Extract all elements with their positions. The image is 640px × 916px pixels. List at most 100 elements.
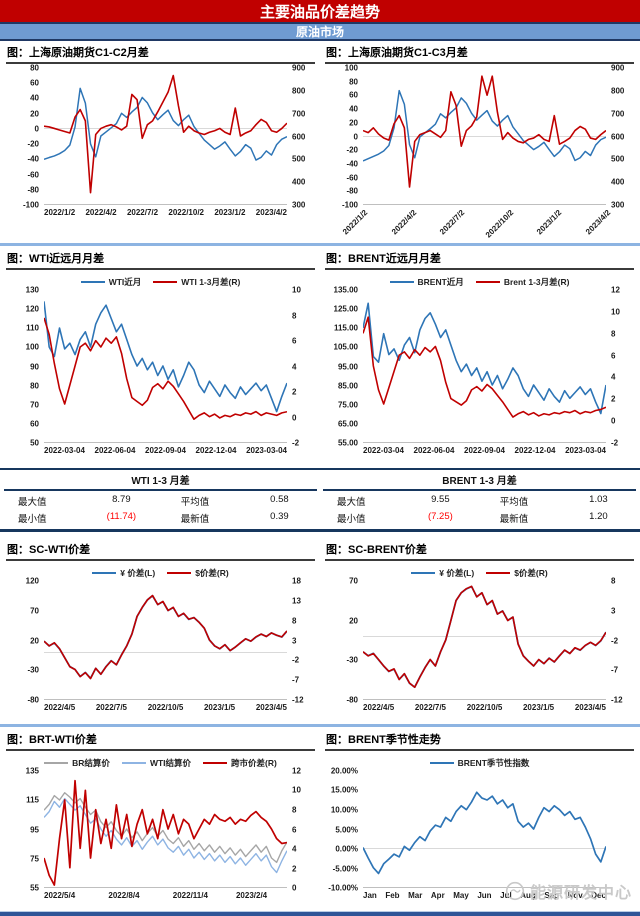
axis-tick-label: 70 — [30, 606, 39, 616]
axis-tick-label: 55.00 — [337, 438, 358, 448]
x-tick-label: 2022/8/4 — [108, 891, 140, 900]
axis-tick-label: 6 — [292, 336, 297, 346]
axis-tick-label: 135 — [25, 766, 39, 776]
chart-plot — [363, 290, 606, 442]
axis-tick-label: 300 — [292, 200, 306, 210]
legend-item: $价差(R) — [486, 567, 548, 579]
chart-body: 100 80 60 40 20 0 -20 -40 -60 -80 -100 900 800 700 600… — [325, 64, 634, 210]
axis-tick-label: 70 — [30, 400, 39, 410]
chart-plot — [44, 581, 287, 699]
stats-table-title: BRENT 1-3 月差 — [323, 470, 636, 491]
chart-panel-brent-seasonal: 图：BRENT季节性走势 BRENT季节性指数 20.00% 15.00% 10.00… — [323, 728, 636, 911]
legend-line-icon — [475, 280, 500, 283]
axis-tick-label: 75.00 — [337, 400, 358, 410]
right-axis: 8 3 -2 -7 -12 — [606, 577, 634, 705]
axis-tick-label: -30 — [346, 655, 358, 665]
x-axis: 2022-03-04 2022-06-04 2022-09-04 2022-12-04… — [363, 443, 606, 462]
stat-max-label: 最大值 — [337, 497, 366, 508]
plot-area — [363, 581, 606, 700]
zero-gridline — [363, 636, 606, 638]
legend-line-icon — [80, 280, 105, 283]
series-blue-line — [44, 88, 287, 160]
right-axis: 12 10 8 6 4 2 0 — [287, 767, 315, 893]
plot-area — [363, 290, 606, 443]
chart-title: 图：SC-BRENT价差 — [325, 540, 634, 561]
stat-min-value: (11.74) — [106, 511, 137, 522]
series-red-line — [363, 76, 606, 187]
stats-table-title: WTI 1-3 月差 — [4, 470, 317, 491]
axis-tick-label: 55 — [30, 883, 39, 893]
x-tick-label: 2023/1/2 — [214, 208, 246, 217]
chart-title-text: 图：BRT-WTI价差 — [7, 734, 97, 746]
axis-tick-label: 70 — [349, 576, 358, 586]
axis-tick-label: 13 — [292, 596, 301, 606]
x-tick-label: 2022/10/5 — [466, 703, 503, 712]
axis-tick-label: -10.00% — [328, 883, 358, 893]
legend-line-icon — [411, 571, 436, 574]
zero-gridline — [363, 136, 606, 137]
axis-tick-label: -2 — [292, 438, 300, 448]
legend-item: 跨市价差(R) — [203, 757, 277, 769]
axis-tick-label: -12 — [292, 695, 304, 705]
axis-tick-label: -80 — [27, 185, 39, 195]
x-tick-label: 2022/7/2 — [438, 208, 467, 237]
axis-tick-label: 300 — [611, 200, 625, 210]
stat-latest-label: 最新值 — [499, 514, 529, 525]
right-axis: 18 13 8 3 -2 -7 -12 — [287, 577, 315, 705]
stats-table-wti: WTI 1-3 月差 最大值 8.79 平均值 0.58 最小值 (11.74)… — [4, 470, 317, 529]
stat-avg-label: 平均值 — [499, 497, 529, 508]
chart-row-3: 图：SC-WTI价差 ¥ 价差(L) $价差(R) 120 70 20 -30 -80 18 1… — [0, 538, 640, 723]
axis-tick-label: 40 — [30, 93, 39, 103]
axis-tick-label: -60 — [346, 173, 358, 183]
axis-tick-label: 60 — [30, 78, 39, 88]
section-separator — [0, 243, 640, 246]
legend-line-icon — [44, 761, 69, 764]
axis-tick-label: 6 — [611, 351, 616, 361]
x-tick-label: May — [453, 891, 469, 900]
axis-tick-label: 10 — [292, 785, 301, 795]
chart-canvas: 80 60 40 20 0 -20 -40 -60 -80 -100 900 800 700 600 500… — [6, 64, 315, 224]
stat-min-label: 最小值 — [18, 514, 47, 525]
axis-tick-label: 125.00 — [333, 304, 358, 314]
chart-body: 120 70 20 -30 -80 18 13 8 3 -2 -7 -12 — [6, 577, 315, 705]
right-axis: 10 8 6 4 2 0 -2 — [287, 286, 315, 448]
legend-line-icon — [167, 571, 192, 574]
legend-label: WTI结算价 — [149, 757, 192, 768]
axis-tick-label: 50 — [30, 438, 39, 448]
left-axis: 120 70 20 -30 -80 — [6, 577, 44, 705]
x-axis: 2022/4/5 2022/7/5 2022/10/5 2023/1/5 2023/4/… — [44, 700, 287, 719]
chart-panel-sh-c1c3: 图：上海原油期货C1-C3月差 100 80 60 40 20 0 -20 -40 -60 -80… — [323, 41, 636, 242]
axis-tick-label: 800 — [292, 86, 306, 96]
series-$价差(R) — [44, 596, 287, 679]
legend-line-icon — [92, 571, 117, 574]
axis-tick-label: 900 — [611, 63, 625, 73]
axis-tick-label: 5.00% — [335, 825, 358, 834]
axis-tick-label: 80 — [30, 381, 39, 391]
axis-tick-label: -2 — [611, 636, 619, 645]
series-¥ 价差(L) — [363, 587, 606, 688]
x-axis: 2022/1/2 2022/4/2 2022/7/2 2022/10/2 2023/1/… — [44, 205, 287, 224]
x-tick-label: 2022/4/2 — [389, 208, 418, 237]
page-title: 主要油品价差趋势 — [259, 3, 380, 21]
x-tick-label: 2023/2/4 — [235, 891, 268, 900]
plot-area — [44, 290, 287, 443]
legend-item: BR结算价 — [44, 757, 110, 769]
x-tick-label: 2022/4/2 — [85, 208, 117, 217]
axis-tick-label: -20 — [346, 145, 358, 155]
x-tick-label: 2023/1/5 — [522, 703, 555, 712]
x-tick-label: 2023-03-04 — [565, 446, 606, 455]
chart-title: 图：BRENT季节性走势 — [325, 730, 634, 751]
market-subtitle: 原油市场 — [295, 25, 344, 39]
axis-tick-label: 8 — [292, 805, 297, 815]
series-WTI结算价 — [44, 799, 287, 873]
axis-tick-label: -40 — [27, 154, 39, 164]
x-tick-label: 2022/1/2 — [44, 208, 76, 217]
legend-label: BR结算价 — [72, 757, 110, 768]
axis-tick-label: 105.00 — [333, 342, 358, 352]
axis-tick-label: -100 — [22, 200, 39, 210]
axis-tick-label: 2 — [611, 394, 616, 404]
axis-tick-label: 400 — [611, 177, 625, 187]
chart-body: 70 20 -30 -80 8 3 -2 -7 -12 — [325, 577, 634, 705]
chart-title: 图：SC-WTI价差 — [6, 540, 315, 561]
axis-tick-label: 10.00% — [330, 805, 358, 815]
